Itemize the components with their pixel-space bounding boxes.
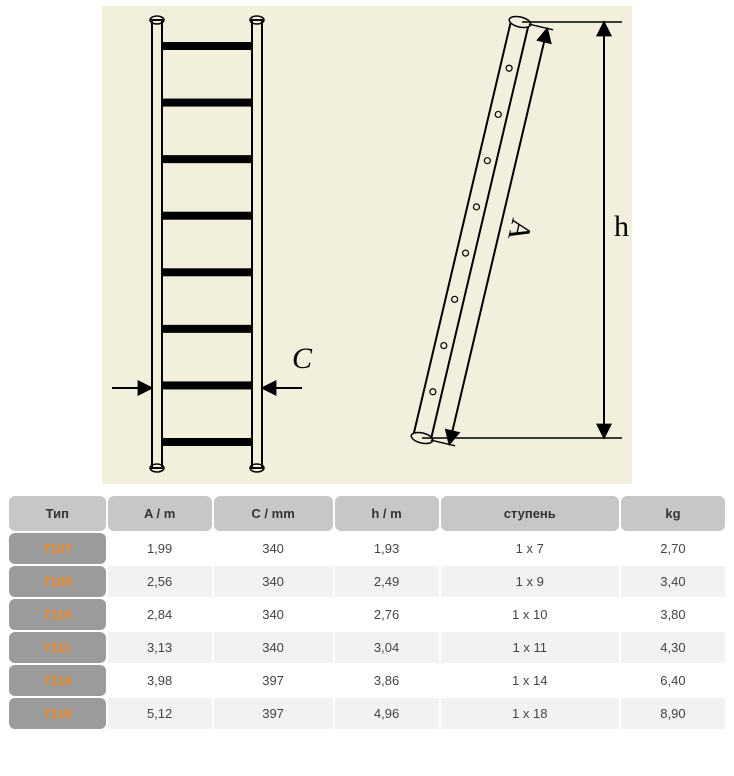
label-c: C xyxy=(292,342,313,375)
cell-value: 340 xyxy=(214,566,333,597)
cell-value: 8,90 xyxy=(621,698,725,729)
col-header-kg: kg xyxy=(621,496,725,531)
table-header-row: Тип A / m C / mm h / m ступень kg xyxy=(9,496,725,531)
product-spec-panel: C h A Тип A / m xyxy=(7,6,727,731)
cell-value: 3,80 xyxy=(621,599,725,630)
cell-value: 1 x 10 xyxy=(441,599,619,630)
cell-model: 7114 xyxy=(9,665,106,696)
diagram-svg: C h A xyxy=(102,6,632,484)
dimension-diagram: C h A xyxy=(102,6,632,484)
ladder-front-view xyxy=(150,16,264,472)
col-header-steps: ступень xyxy=(441,496,619,531)
cell-value: 2,84 xyxy=(108,599,212,630)
cell-value: 2,56 xyxy=(108,566,212,597)
col-header-c: C / mm xyxy=(214,496,333,531)
dimension-a: A xyxy=(431,24,553,446)
cell-model: 7107 xyxy=(9,533,106,564)
cell-value: 3,98 xyxy=(108,665,212,696)
cell-value: 3,13 xyxy=(108,632,212,663)
label-a: A xyxy=(501,216,538,245)
cell-value: 5,12 xyxy=(108,698,212,729)
cell-value: 1,99 xyxy=(108,533,212,564)
table-row: 71113,133403,041 x 114,30 xyxy=(9,632,725,663)
table-row: 71143,983973,861 x 146,40 xyxy=(9,665,725,696)
cell-value: 2,70 xyxy=(621,533,725,564)
cell-value: 1,93 xyxy=(335,533,439,564)
cell-value: 4,96 xyxy=(335,698,439,729)
table-row: 71092,563402,491 x 93,40 xyxy=(9,566,725,597)
cell-value: 1 x 18 xyxy=(441,698,619,729)
cell-value: 340 xyxy=(214,632,333,663)
cell-value: 340 xyxy=(214,533,333,564)
cell-value: 6,40 xyxy=(621,665,725,696)
dimension-c: C xyxy=(112,342,313,388)
cell-value: 1 x 14 xyxy=(441,665,619,696)
table-row: 71071,993401,931 x 72,70 xyxy=(9,533,725,564)
cell-model: 7109 xyxy=(9,566,106,597)
col-header-type: Тип xyxy=(9,496,106,531)
cell-value: 397 xyxy=(214,665,333,696)
cell-value: 397 xyxy=(214,698,333,729)
cell-value: 2,76 xyxy=(335,599,439,630)
col-header-h: h / m xyxy=(335,496,439,531)
cell-model: 7111 xyxy=(9,632,106,663)
cell-value: 1 x 7 xyxy=(441,533,619,564)
cell-value: 4,30 xyxy=(621,632,725,663)
cell-value: 3,86 xyxy=(335,665,439,696)
table-row: 71185,123974,961 x 188,90 xyxy=(9,698,725,729)
table-row: 71102,843402,761 x 103,80 xyxy=(9,599,725,630)
cell-model: 7110 xyxy=(9,599,106,630)
cell-model: 7118 xyxy=(9,698,106,729)
cell-value: 3,40 xyxy=(621,566,725,597)
cell-value: 340 xyxy=(214,599,333,630)
cell-value: 3,04 xyxy=(335,632,439,663)
cell-value: 1 x 11 xyxy=(441,632,619,663)
spec-table: Тип A / m C / mm h / m ступень kg 71071,… xyxy=(7,494,727,731)
label-h: h xyxy=(614,210,629,243)
col-header-a: A / m xyxy=(108,496,212,531)
cell-value: 2,49 xyxy=(335,566,439,597)
cell-value: 1 x 9 xyxy=(441,566,619,597)
